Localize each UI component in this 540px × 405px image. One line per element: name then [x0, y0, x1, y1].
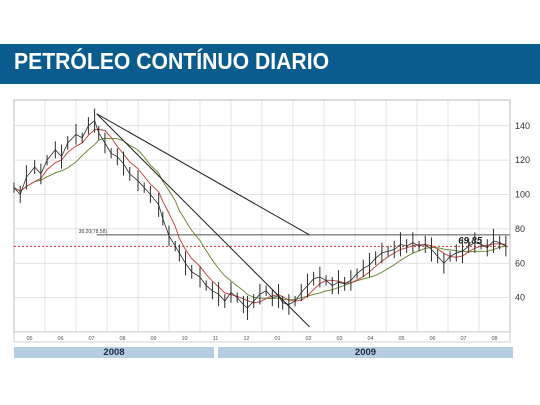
- x-tick-label: 07: [460, 336, 466, 342]
- x-tick-label: 03: [336, 336, 342, 342]
- x-tick-label: 06: [57, 336, 63, 342]
- y-tick-label: 140: [515, 121, 530, 131]
- y-tick-label: 80: [515, 224, 525, 234]
- x-tick-label: 10: [181, 336, 187, 342]
- fib-retracement-label: 38.20(78.58): [79, 229, 108, 235]
- y-tick-label: 100: [515, 190, 530, 200]
- x-tick-label: 09: [150, 336, 156, 342]
- x-tick-label: 05: [398, 336, 404, 342]
- x-tick-label: 04: [367, 336, 373, 342]
- y-tick-label: 120: [515, 155, 530, 165]
- price-line: [13, 119, 507, 309]
- downtrend-line: [96, 113, 310, 328]
- x-tick-label: 12: [243, 336, 249, 342]
- x-tick-label: 02: [305, 336, 311, 342]
- x-tick-label: 07: [88, 336, 94, 342]
- page-title: PETRÓLEO CONTÍNUO DIARIO: [14, 48, 330, 74]
- trendline-upper: [96, 113, 310, 236]
- x-tick-label: 06: [429, 336, 435, 342]
- x-tick-label: 11: [213, 336, 219, 342]
- x-tick-label: 08: [491, 336, 497, 342]
- x-tick-strip: [13, 331, 511, 343]
- year-bar-2008: 2008: [14, 347, 214, 358]
- moving-average-long: [13, 137, 506, 301]
- x-tick-label: 08: [119, 336, 125, 342]
- year-bar-2009: 2009: [218, 347, 513, 358]
- level-value-label: 69,85: [458, 235, 482, 246]
- title-banner: PETRÓLEO CONTÍNUO DIARIO: [0, 44, 540, 84]
- x-tick-label: 01: [274, 336, 280, 342]
- x-tick-label: 05: [26, 336, 32, 342]
- y-tick-label: 40: [515, 293, 525, 303]
- year-label-2009: 2009: [354, 347, 377, 358]
- year-label-2008: 2008: [103, 347, 125, 358]
- y-tick-label: 60: [515, 258, 525, 268]
